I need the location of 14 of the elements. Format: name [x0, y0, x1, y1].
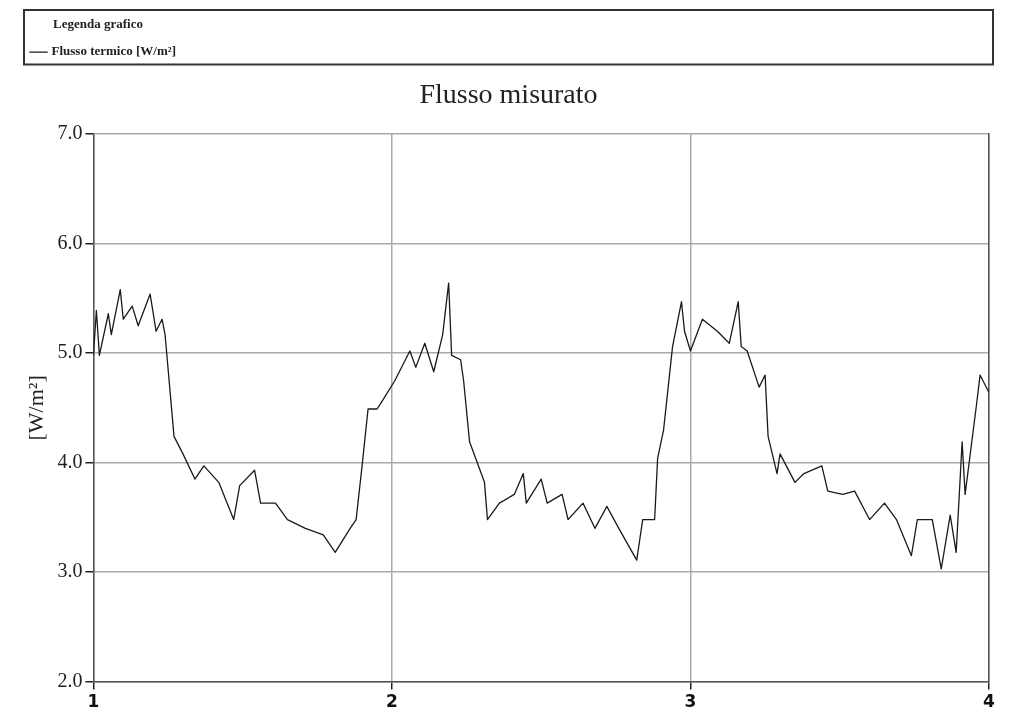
legend-label: Flusso termico [W/m²]: [51, 43, 176, 59]
y-tick-label: 3.0: [57, 559, 83, 582]
legend-title: Legenda grafico: [53, 15, 143, 31]
x-tick-label: 2: [386, 691, 398, 712]
y-tick-label: 5.0: [57, 340, 83, 363]
y-tick-label: 7.0: [57, 121, 83, 144]
y-tick-label: 6.0: [57, 230, 83, 253]
y-axis-title: [W/m²]: [22, 375, 48, 441]
y-tick-label: 4.0: [57, 449, 83, 472]
chart-title: Flusso misurato: [419, 77, 598, 109]
x-tick-label: 4: [983, 691, 996, 712]
x-tick-label: 1: [87, 691, 100, 712]
y-tick-label: 2.0: [57, 668, 83, 691]
x-tick-label: 3: [684, 691, 697, 712]
